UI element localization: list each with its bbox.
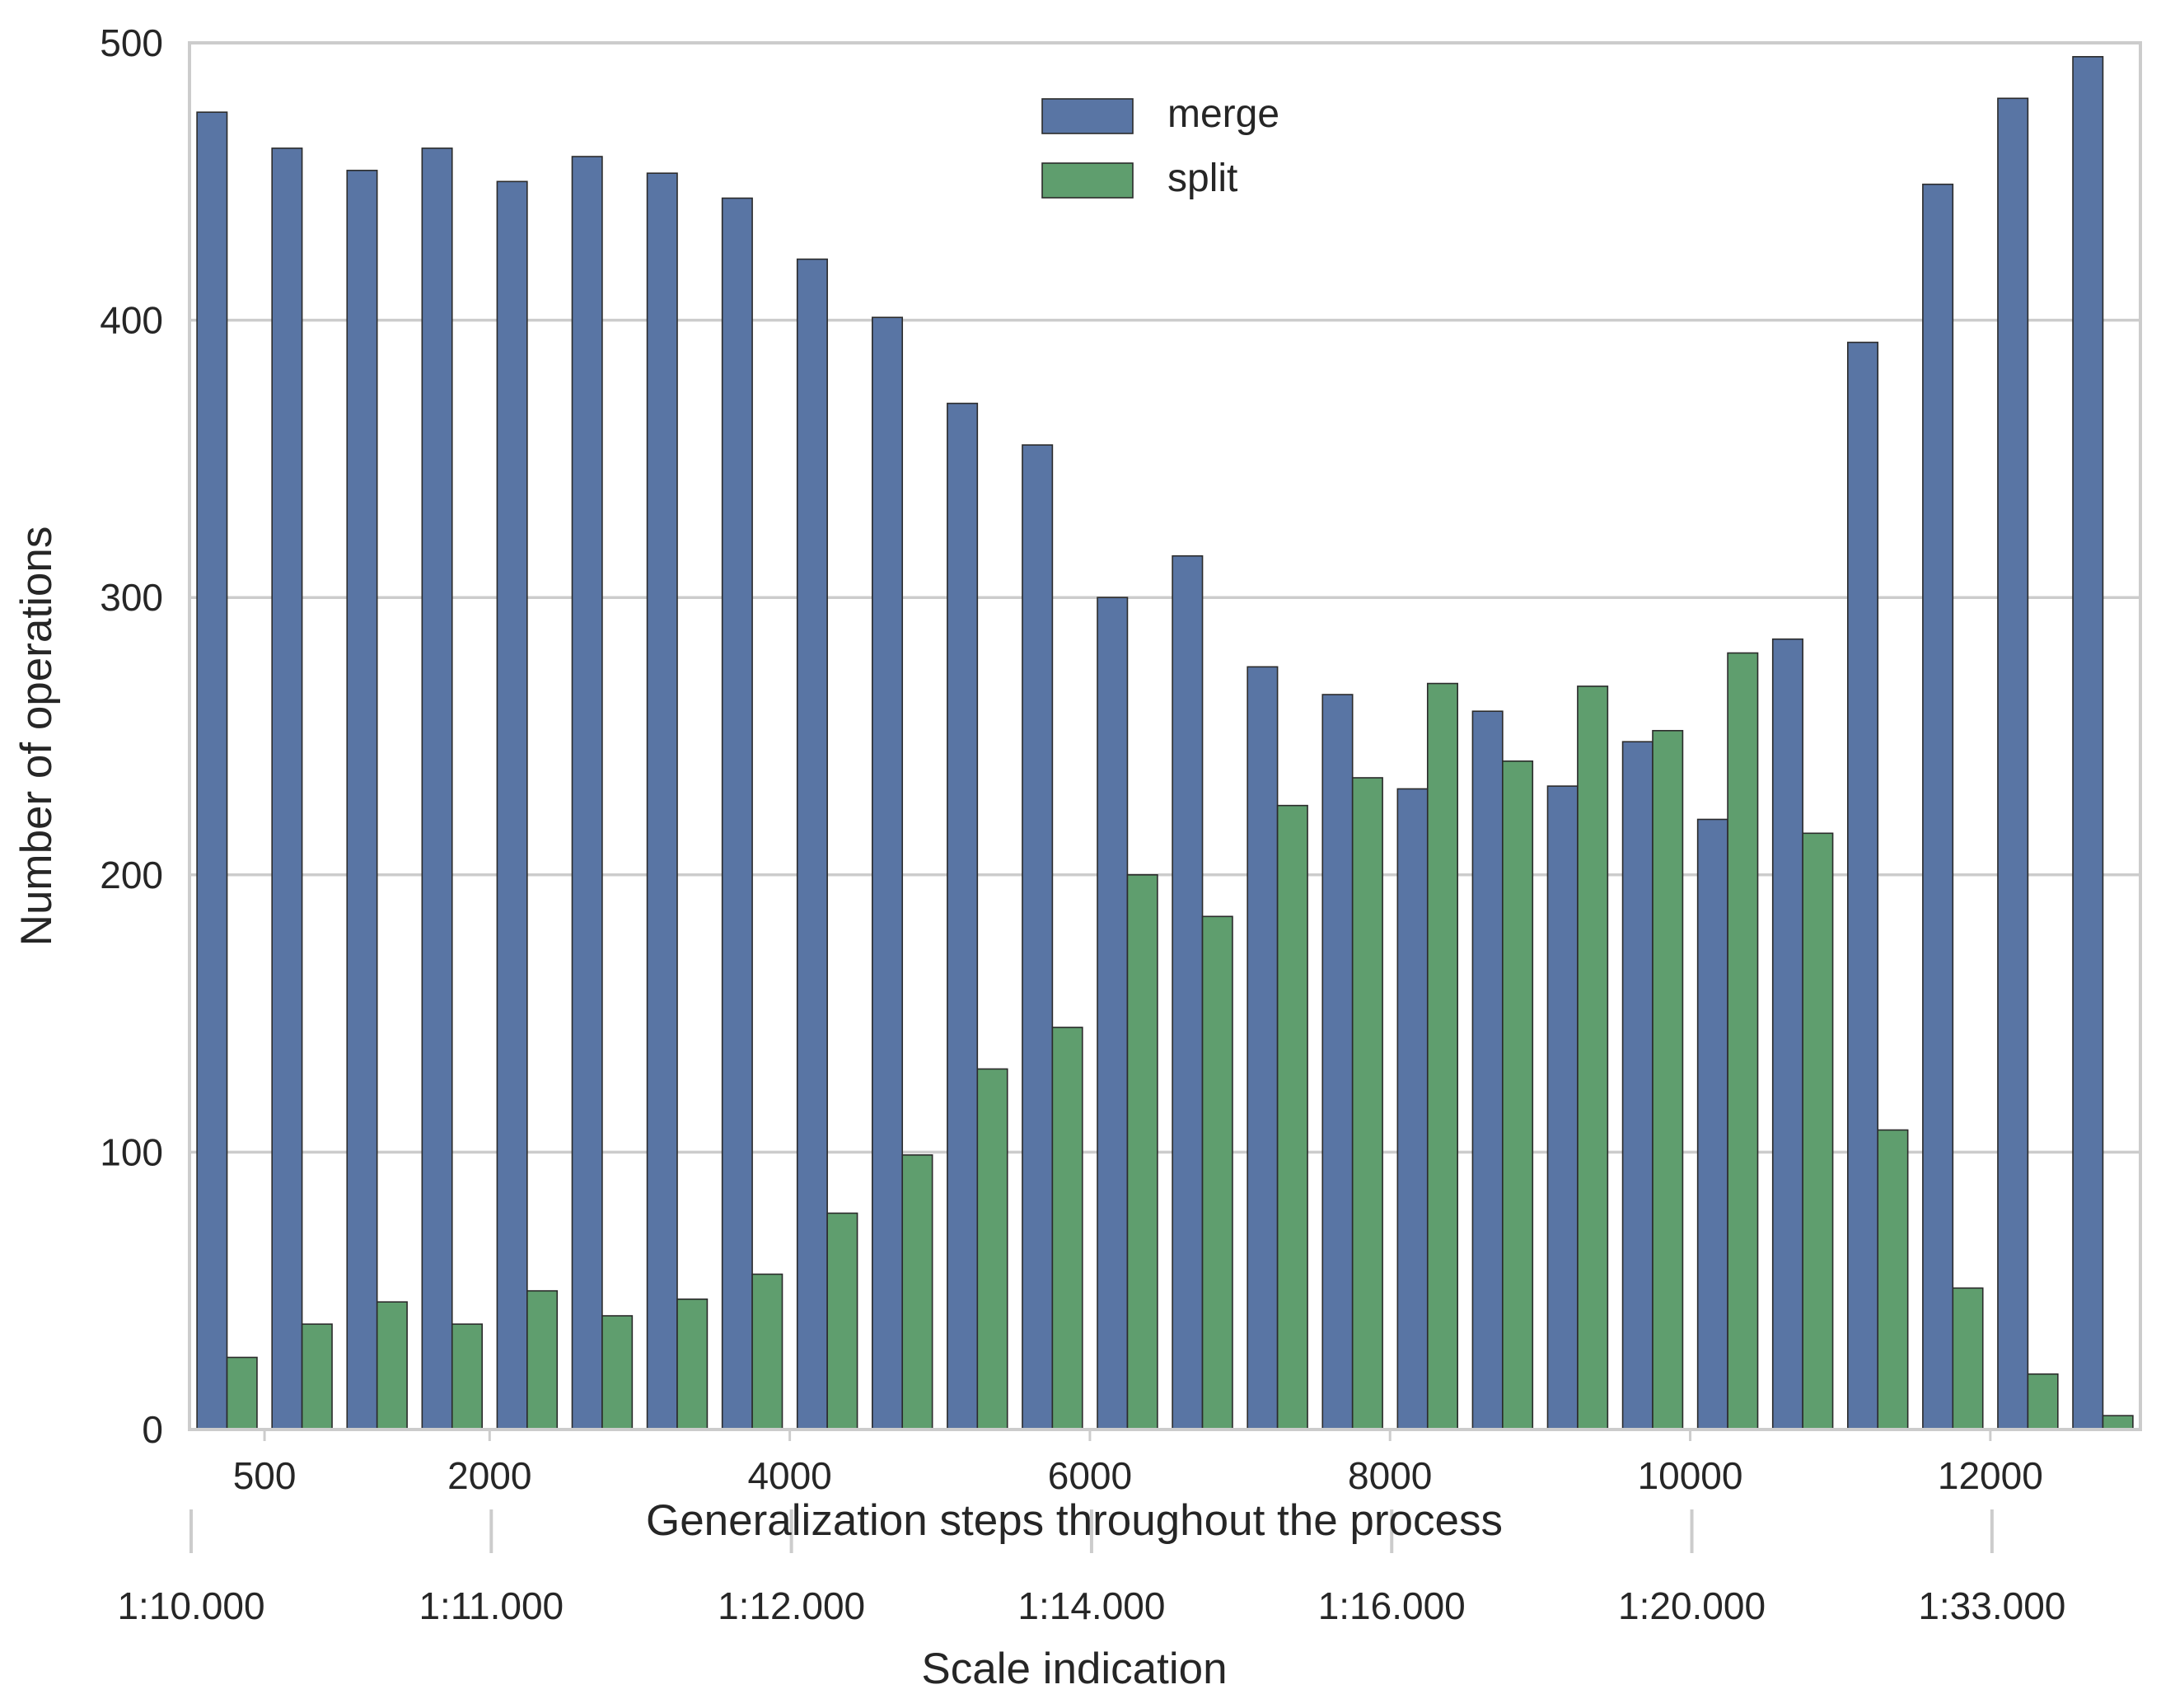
legend-label-split: split [1167, 157, 1237, 200]
bar-merge [1172, 555, 1204, 1430]
bar-merge [1997, 97, 2029, 1430]
scale-tick-label: 1:16.000 [1318, 1584, 1466, 1627]
bar-split [1577, 686, 1609, 1430]
bar-merge [571, 156, 603, 1430]
bar-merge [872, 316, 904, 1430]
scale-tick-label: 1:12.000 [718, 1584, 865, 1627]
y-tick-label: 300 [100, 576, 163, 619]
bar-split [751, 1273, 783, 1430]
bar-split [526, 1289, 559, 1430]
y-tick-label: 400 [100, 299, 163, 342]
y-tick-labels: 0 100 200 300 400 500 [100, 21, 163, 1451]
bar-split [1502, 760, 1534, 1430]
bar-merge [2072, 56, 2104, 1430]
scale-tick-label: 1:10.000 [117, 1584, 264, 1627]
bar-split [1276, 804, 1308, 1430]
bar-split [1201, 915, 1233, 1430]
x-tick-label: 8000 [1348, 1454, 1432, 1497]
legend: merge split [1041, 92, 1279, 200]
bar-split [451, 1323, 484, 1430]
bar-merge [1771, 638, 1803, 1430]
x-tick-labels: 500 2000 4000 6000 8000 10000 12000 [233, 1430, 2043, 1497]
scale-tick-label: 1:20.000 [1618, 1584, 1766, 1627]
scale-tick-label: 1:14.000 [1017, 1584, 1165, 1627]
bar-split [676, 1299, 709, 1430]
bar-merge [1321, 694, 1354, 1430]
x-tick-label: 500 [233, 1454, 297, 1497]
legend-label-merge: merge [1167, 92, 1279, 136]
bar-merge [196, 111, 228, 1430]
bar-split [1351, 777, 1383, 1430]
bar-merge [421, 147, 453, 1430]
x-axis-title: Generalization steps throughout the proc… [646, 1496, 1503, 1545]
bar-split [1727, 652, 1759, 1430]
x-tick-label: 4000 [747, 1454, 831, 1497]
y-tick-label: 500 [100, 21, 163, 64]
bar-merge [271, 147, 303, 1430]
bar-split [376, 1301, 408, 1430]
bar-merge [346, 170, 378, 1430]
bar-merge [1621, 741, 1653, 1430]
bar-merge [1247, 666, 1279, 1430]
y-axis-title: Number of operations [12, 526, 61, 947]
bar-merge [1022, 444, 1054, 1430]
bar-split [226, 1356, 258, 1430]
bar-merge [796, 258, 828, 1430]
bar-merge [646, 172, 678, 1430]
x-tick-label: 12000 [1938, 1454, 2043, 1497]
plot-frame [188, 41, 2142, 1431]
bar-split [976, 1068, 1008, 1430]
bar-merge [496, 180, 528, 1430]
bar-split [1802, 832, 1834, 1430]
bar-split [1877, 1129, 1909, 1430]
bar-split [1652, 729, 1684, 1430]
bar-split [1952, 1287, 1984, 1430]
bar-merge [1471, 710, 1504, 1430]
y-tick-label: 0 [142, 1408, 163, 1451]
bar-split [826, 1212, 858, 1430]
y-tick-label: 200 [100, 854, 163, 896]
bar-merge [947, 402, 979, 1430]
y-tick-label: 100 [100, 1130, 163, 1173]
scale-axis-title: Scale indication [921, 1645, 1227, 1693]
bar-merge [1847, 341, 1879, 1430]
bar-merge [1696, 818, 1728, 1430]
x-tick-label: 6000 [1048, 1454, 1132, 1497]
bar-merge [1396, 788, 1429, 1430]
legend-swatch-split [1041, 162, 1134, 199]
bar-merge [1097, 597, 1129, 1430]
bar-merge [1546, 785, 1579, 1430]
legend-swatch-merge [1041, 98, 1134, 134]
bar-merge [721, 197, 753, 1430]
bar-split [1426, 682, 1459, 1430]
x-tick-label: 10000 [1638, 1454, 1743, 1497]
bar-split [2027, 1373, 2059, 1430]
bar-split [901, 1153, 933, 1430]
bar-split [1126, 874, 1158, 1430]
bar-merge [1922, 183, 1954, 1430]
scale-axis: 1:10.000 1:11.000 1:12.000 1:14.000 1:16.000… [117, 1509, 2065, 1627]
bar-split [1051, 1027, 1083, 1430]
bar-split [2102, 1415, 2134, 1430]
x-tick-label: 2000 [447, 1454, 531, 1497]
bars [196, 56, 2134, 1430]
scale-tick-label: 1:33.000 [1918, 1584, 2065, 1627]
bar-split [601, 1315, 634, 1430]
scale-tick-label: 1:11.000 [419, 1584, 564, 1627]
bar-split [301, 1323, 333, 1430]
